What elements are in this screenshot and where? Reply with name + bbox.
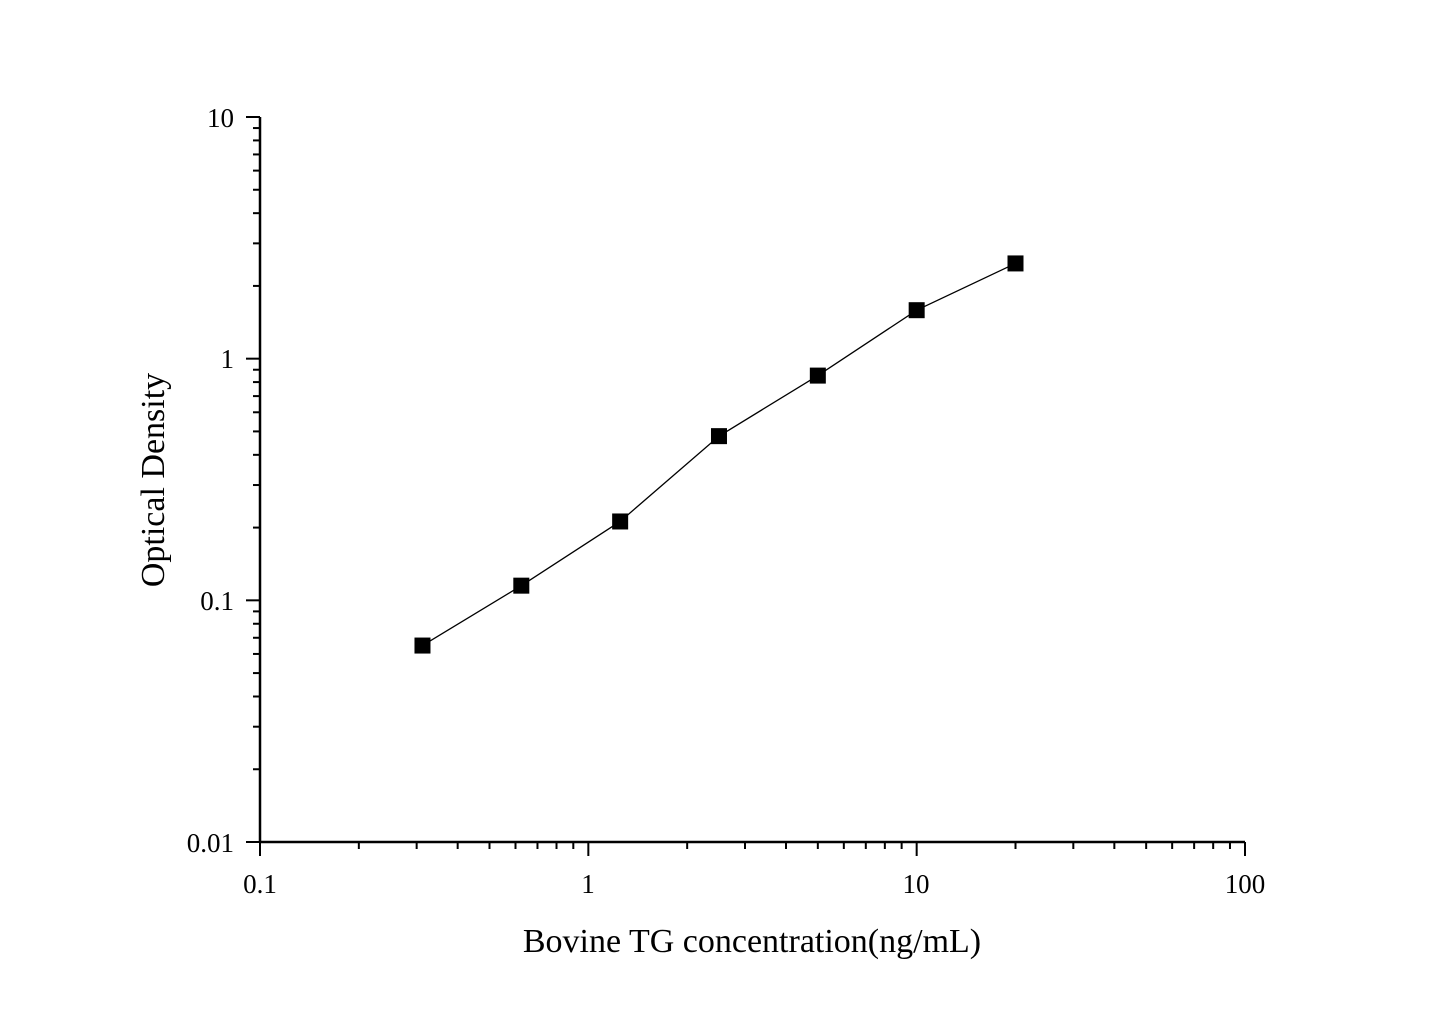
x-tick-label: 100: [1225, 869, 1266, 899]
y-tick-label: 10: [207, 103, 234, 133]
data-point: [809, 367, 826, 384]
x-tick-labels: 0.1 1 10 100: [243, 869, 1265, 899]
y-axis-title: Optical Density: [135, 373, 172, 587]
y-tick-label: 1: [221, 344, 235, 374]
x-tick-label: 1: [581, 869, 595, 899]
y-tick-labels: 0.01 0.1 1 10: [187, 103, 234, 858]
y-tick-label: 0.1: [200, 586, 234, 616]
data-point: [612, 513, 629, 530]
data-point: [908, 302, 925, 319]
series-line: [422, 262, 1016, 647]
data-point: [710, 428, 727, 445]
series-markers: [414, 255, 1024, 654]
y-tick-label: 0.01: [187, 828, 234, 858]
x-tick-label: 0.1: [243, 869, 277, 899]
major-ticks: [246, 116, 1246, 856]
data-series: [414, 255, 1024, 654]
x-axis-title: Bovine TG concentration(ng/mL): [523, 923, 981, 960]
x-tick-label: 10: [903, 869, 930, 899]
minor-ticks: [253, 127, 1231, 849]
data-point: [414, 637, 431, 654]
data-point: [513, 577, 530, 594]
data-point: [1007, 255, 1024, 272]
